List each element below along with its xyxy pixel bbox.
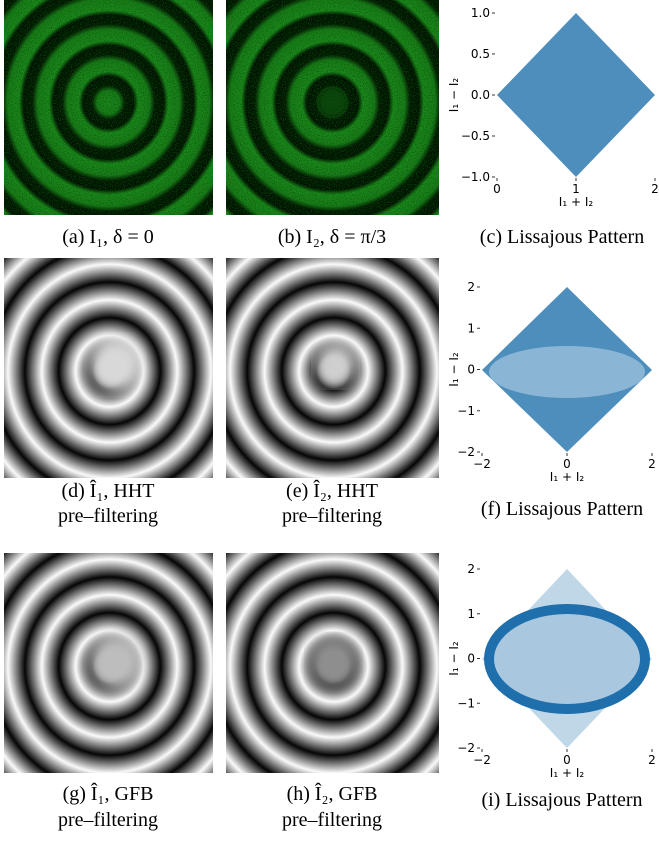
y-tick-label: 2 (467, 280, 475, 294)
caption: (h) Î₂, GFB (287, 782, 378, 805)
fringe-image (4, 0, 213, 215)
y-tick-label: 1 (467, 607, 475, 621)
caption: (d) Î₁, HHT (61, 479, 154, 502)
caption: pre–filtering (58, 505, 158, 527)
caption: (g) Î₁, GFB (63, 782, 154, 805)
x-tick-label: −2 (473, 753, 491, 767)
x-tick-label: 0 (493, 182, 501, 196)
caption: (e) Î₂, HHT (286, 479, 378, 502)
caption: pre–filtering (58, 809, 158, 831)
caption: pre–filtering (282, 809, 382, 831)
caption: (i) Lissajous Pattern (481, 789, 642, 811)
x-tick-label: 1 (572, 182, 580, 196)
y-axis-label: I₁ − I₂ (447, 352, 461, 387)
y-tick-label: −0.5 (461, 129, 490, 143)
caption: pre–filtering (282, 505, 382, 527)
y-tick-label: 1 (467, 321, 475, 335)
fringe-image (4, 553, 213, 773)
caption: (a) I₁, δ = 0 (62, 226, 154, 248)
x-tick-label: 2 (651, 182, 659, 196)
y-tick-label: 0.0 (471, 88, 490, 102)
x-axis-label: I₁ + I₂ (559, 195, 594, 209)
y-tick-label: −2 (457, 445, 475, 459)
y-tick-label: 1.0 (471, 6, 490, 20)
point-cloud (489, 346, 645, 398)
figure: (a) I₁, δ = 0 (b) I₂, δ = π/3 (c) Lissajou… (0, 0, 659, 845)
y-tick-label: 2 (467, 562, 475, 576)
y-tick-label: −1 (457, 404, 475, 418)
x-tick-label: −2 (473, 457, 491, 471)
caption: (c) Lissajous Pattern (480, 226, 644, 248)
y-tick-label: −2 (457, 741, 475, 755)
x-axis-label: I₁ + I₂ (550, 766, 585, 780)
y-tick-label: 0 (467, 363, 475, 377)
y-axis-label: I₁ − I₂ (447, 78, 461, 113)
x-tick-label: 0 (563, 457, 571, 471)
y-tick-label: 0 (467, 652, 475, 666)
fringe-image (4, 258, 213, 478)
x-tick-label: 2 (648, 753, 656, 767)
x-tick-label: 2 (648, 457, 656, 471)
point-cloud (489, 609, 645, 709)
fringe-image (226, 258, 439, 478)
x-axis-label: I₁ + I₂ (550, 470, 585, 484)
y-tick-label: −1 (457, 696, 475, 710)
y-tick-label: −1.0 (461, 170, 490, 184)
caption: (f) Lissajous Pattern (481, 498, 643, 520)
x-tick-label: 0 (563, 753, 571, 767)
y-axis-label: I₁ − I₂ (447, 641, 461, 676)
point-cloud (497, 13, 655, 177)
caption: (b) I₂, δ = π/3 (278, 226, 386, 248)
fringe-image (226, 553, 439, 773)
y-tick-label: 0.5 (471, 47, 490, 61)
fringe-image (226, 0, 439, 215)
